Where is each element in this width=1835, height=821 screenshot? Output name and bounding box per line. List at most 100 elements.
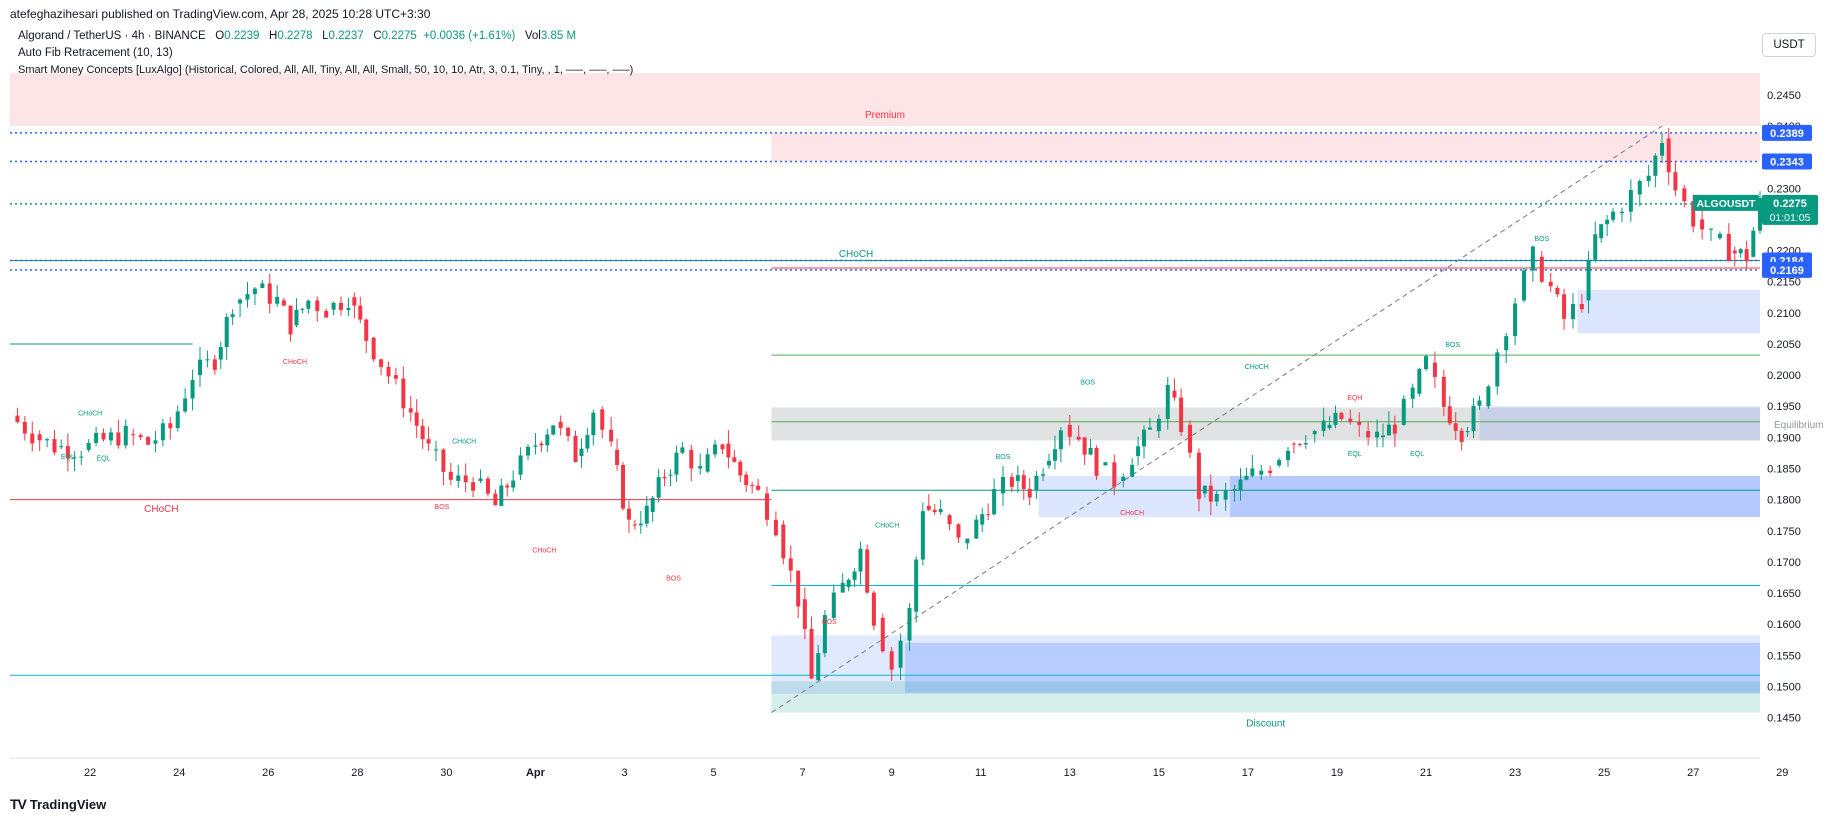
structure-label-choch-14: CHoCH xyxy=(1120,510,1144,517)
candle-body xyxy=(300,308,305,310)
candle-body xyxy=(1513,303,1518,337)
candle-body xyxy=(1660,143,1665,156)
candle-body xyxy=(1619,211,1624,214)
structure-label-eql-17: EQL xyxy=(1348,451,1362,458)
candle-body xyxy=(1471,405,1476,432)
close-label: C xyxy=(373,30,382,42)
candle-body xyxy=(1401,398,1406,425)
candle-body xyxy=(267,283,272,304)
low-value: 0.2237 xyxy=(328,30,364,42)
candle-body xyxy=(1147,427,1152,430)
candle-body xyxy=(131,434,136,436)
y-tick-label: 0.1650 xyxy=(1767,588,1801,600)
candle-body xyxy=(1179,397,1184,432)
candle-body xyxy=(212,359,217,370)
x-tick-label: Apr xyxy=(526,767,546,779)
candle-body xyxy=(1441,376,1446,407)
fib-trend-line xyxy=(771,125,1663,713)
current-symbol-tag-bg xyxy=(1693,194,1759,211)
candle-body xyxy=(1076,436,1081,440)
candle-body xyxy=(1348,418,1353,422)
candles-group xyxy=(15,127,1762,682)
candle-body xyxy=(662,477,667,479)
candle-body xyxy=(1339,412,1344,420)
candle-body xyxy=(609,429,614,442)
candle-body xyxy=(802,599,807,629)
candle-body xyxy=(1410,387,1415,399)
volume-label: Vol xyxy=(524,30,541,42)
candle-body xyxy=(324,310,329,318)
x-tick-label: 3 xyxy=(621,767,627,779)
candle-body xyxy=(1637,181,1642,195)
candle-body xyxy=(621,464,626,509)
price-tag-label: 0.2343 xyxy=(1770,157,1804,169)
candle-body xyxy=(871,592,876,626)
candle-body xyxy=(153,440,158,444)
candle-body xyxy=(160,423,165,441)
candle-body xyxy=(764,493,769,520)
y-tick-label: 0.1950 xyxy=(1767,401,1801,413)
candle-body xyxy=(1504,336,1509,351)
candle-body xyxy=(1067,424,1072,437)
open-label: O xyxy=(215,30,225,42)
candle-body xyxy=(992,489,997,515)
structure-label-choch-6: CHoCH xyxy=(452,439,476,446)
candle-body xyxy=(880,617,885,652)
structure-label-choch-11: CHoCH xyxy=(875,523,899,530)
y-tick-label: 0.1900 xyxy=(1767,432,1801,444)
currency-unit-button[interactable]: USDT xyxy=(1762,33,1816,57)
candle-body xyxy=(526,446,531,456)
candle-body xyxy=(852,571,857,580)
candle-body xyxy=(245,294,250,300)
candle-body xyxy=(1717,233,1722,239)
candle-body xyxy=(1738,249,1743,254)
candle-body xyxy=(974,519,979,539)
candle-body xyxy=(907,607,912,641)
price-tag-label: 0.2169 xyxy=(1770,265,1804,277)
candle-body xyxy=(493,493,498,506)
candle-body xyxy=(1232,488,1237,491)
candle-body xyxy=(294,309,299,326)
candle-body xyxy=(183,398,188,412)
candle-body xyxy=(1465,431,1470,433)
candle-body xyxy=(456,475,461,481)
structure-label-eql-18: EQL xyxy=(1410,451,1424,458)
candle-body xyxy=(1380,435,1385,438)
candle-body xyxy=(938,509,943,513)
candle-body xyxy=(1130,464,1135,477)
brand-label: TradingView xyxy=(29,796,107,812)
indicator-fib-legend[interactable]: Auto Fib Retracement (10, 13) xyxy=(18,47,173,59)
candle-body xyxy=(79,456,84,458)
x-tick-label: 24 xyxy=(173,767,185,779)
candle-body xyxy=(218,347,223,360)
candle-body xyxy=(781,524,786,559)
candle-body xyxy=(315,300,320,311)
symbol-legend[interactable]: Algorand / TetherUS · 4h · BINANCE O0.22… xyxy=(18,30,576,42)
y-tick-label: 0.1750 xyxy=(1767,526,1801,538)
candle-body xyxy=(1570,303,1575,320)
structure-label-bos-12: BOS xyxy=(996,454,1011,461)
candle-body xyxy=(1579,303,1584,310)
structure-label-choch-1: CHoCH xyxy=(144,504,178,515)
candle-body xyxy=(1041,474,1046,476)
ob-zone-7 xyxy=(771,635,1760,694)
candle-body xyxy=(505,485,510,488)
candle-body xyxy=(511,480,516,488)
y-tick-label: 0.2450 xyxy=(1767,90,1801,102)
x-tick-label: 9 xyxy=(889,767,895,779)
candle-body xyxy=(426,439,431,444)
indicator-smc-legend[interactable]: Smart Money Concepts [LuxAlgo] (Historic… xyxy=(18,64,634,76)
candle-body xyxy=(926,505,931,510)
candle-body xyxy=(1223,490,1228,500)
structure-label-bos-7: BOS xyxy=(435,504,450,511)
x-tick-label: 11 xyxy=(975,767,986,779)
x-tick-label: 19 xyxy=(1331,767,1343,779)
candle-body xyxy=(15,415,20,423)
tradingview-logo-icon: TV xyxy=(10,796,27,812)
y-tick-label: 0.2300 xyxy=(1767,183,1801,195)
publisher-line: atefeghazihesari published on TradingVie… xyxy=(10,7,431,21)
candle-body xyxy=(230,314,235,317)
tradingview-brand[interactable]: TV TradingView xyxy=(10,796,106,812)
candle-body xyxy=(1058,430,1063,450)
